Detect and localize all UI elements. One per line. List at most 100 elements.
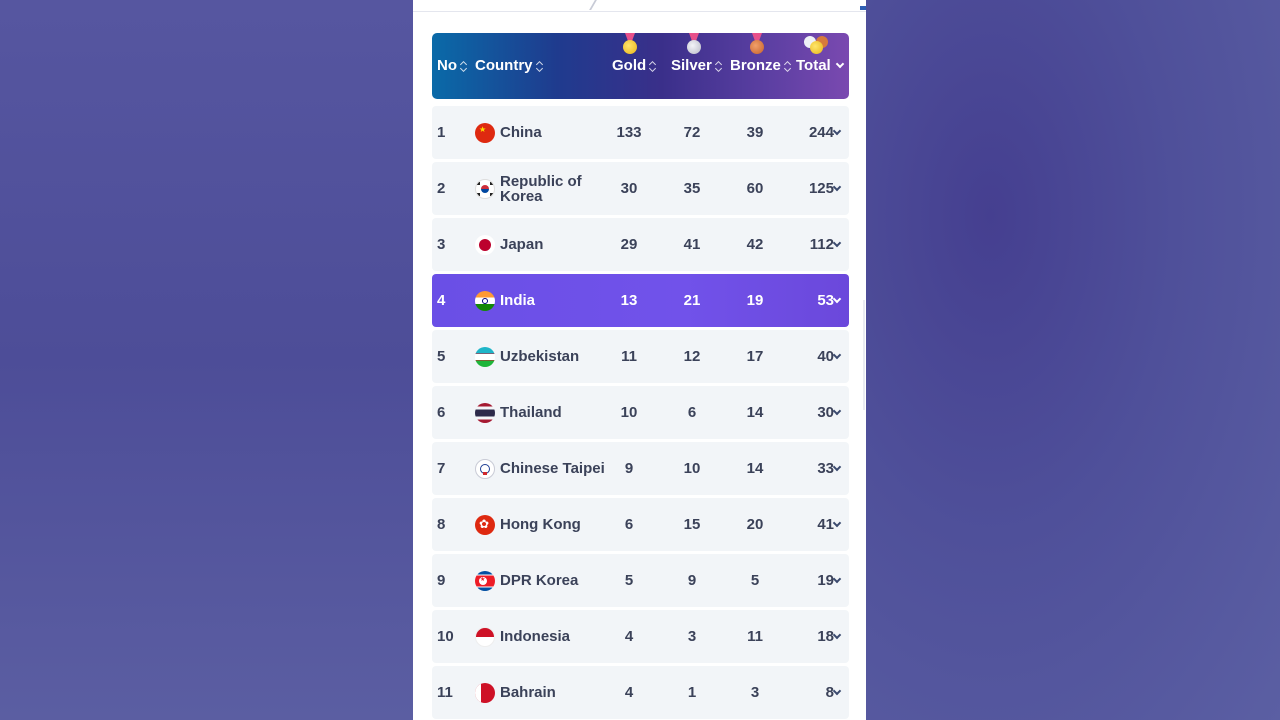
india-flag-icon xyxy=(475,274,495,327)
expand-row-button[interactable] xyxy=(830,442,844,495)
chinese-taipei-flag-icon xyxy=(475,442,495,495)
silver-count: 12 xyxy=(683,348,701,365)
bronze-count: 3 xyxy=(750,684,760,701)
gold-count: 29 xyxy=(620,236,638,253)
sort-by-no-button[interactable]: No xyxy=(437,57,468,74)
table-row[interactable]: 2 Republic of Korea 30 35 60 125 xyxy=(432,162,849,215)
medal-tally-panel: No Country Gold Silver xyxy=(413,0,866,720)
gold-count: 4 xyxy=(624,628,634,645)
expand-row-button[interactable] xyxy=(830,498,844,551)
silver-count: 72 xyxy=(683,124,701,141)
hong-kong-flag-icon: ✿ xyxy=(475,498,495,551)
indonesia-flag-icon xyxy=(475,610,495,663)
gold-count: 30 xyxy=(620,180,638,197)
bronze-count: 20 xyxy=(746,516,764,533)
gold-medal-icon xyxy=(622,33,638,55)
table-row[interactable]: 11 Bahrain 4 1 3 8 xyxy=(432,666,849,719)
chevron-down-icon xyxy=(835,59,844,68)
chevron-down-icon xyxy=(832,182,842,192)
bronze-medal-icon xyxy=(749,33,765,55)
rank: 4 xyxy=(437,292,446,309)
bronze-count: 60 xyxy=(746,180,764,197)
table-row[interactable]: 6 Thailand 10 6 14 30 xyxy=(432,386,849,439)
expand-row-button[interactable] xyxy=(830,330,844,383)
gold-count: 6 xyxy=(624,516,634,533)
chevron-down-icon xyxy=(832,686,842,696)
total-count: 125 xyxy=(808,180,834,197)
bronze-count: 11 xyxy=(747,628,763,645)
sort-by-gold-button[interactable]: Gold xyxy=(612,57,657,74)
bronze-count: 14 xyxy=(746,460,764,477)
country-name: China xyxy=(500,124,542,141)
expand-row-button[interactable] xyxy=(830,274,844,327)
table-row[interactable]: 8 ✿ Hong Kong 6 15 20 41 xyxy=(432,498,849,551)
rank: 3 xyxy=(437,236,446,253)
chevron-down-icon xyxy=(832,126,842,136)
gold-count: 5 xyxy=(624,572,634,589)
top-bar xyxy=(413,0,866,12)
china-flag-icon: ★ xyxy=(475,106,495,159)
country-name: Bahrain xyxy=(500,684,556,701)
chevron-down-icon xyxy=(832,518,842,528)
sort-by-bronze-button[interactable]: Bronze xyxy=(730,57,792,74)
bronze-count: 14 xyxy=(746,404,764,421)
table-row[interactable]: 3 Japan 29 41 42 112 xyxy=(432,218,849,271)
chevron-down-icon xyxy=(832,462,842,472)
table-row[interactable]: 9 ★ DPR Korea 5 9 5 19 xyxy=(432,554,849,607)
expand-row-button[interactable] xyxy=(830,666,844,719)
chevron-down-icon xyxy=(832,406,842,416)
sort-icon xyxy=(715,60,723,72)
expand-row-button[interactable] xyxy=(830,162,844,215)
silver-count: 15 xyxy=(683,516,701,533)
chevron-down-icon xyxy=(832,238,842,248)
total-count: 33 xyxy=(817,460,834,477)
sort-by-total-button[interactable]: Total xyxy=(796,57,844,74)
expand-row-button[interactable] xyxy=(830,554,844,607)
thailand-flag-icon xyxy=(475,386,495,439)
rank: 9 xyxy=(437,572,446,589)
rank: 7 xyxy=(437,460,446,477)
bronze-count: 39 xyxy=(746,124,764,141)
scrollbar[interactable] xyxy=(863,300,865,410)
sort-by-country-button[interactable]: Country xyxy=(475,57,544,74)
country-name: Thailand xyxy=(500,404,562,421)
uzbekistan-flag-icon xyxy=(475,330,495,383)
total-count: 112 xyxy=(809,236,834,253)
country-name: Chinese Taipei xyxy=(500,460,605,477)
total-count: 53 xyxy=(817,292,834,309)
country-name: Uzbekistan xyxy=(500,348,580,365)
silver-medal-icon xyxy=(686,33,702,55)
table-row-highlighted[interactable]: 4 India 13 21 19 53 xyxy=(432,274,849,327)
total-count: 18 xyxy=(817,628,834,645)
rank: 10 xyxy=(437,628,454,645)
silver-count: 41 xyxy=(683,236,701,253)
silver-count: 10 xyxy=(683,460,701,477)
expand-row-button[interactable] xyxy=(830,218,844,271)
bronze-count: 19 xyxy=(746,292,764,309)
rank: 5 xyxy=(437,348,446,365)
sort-icon xyxy=(649,60,657,72)
header-bronze: Bronze xyxy=(730,57,781,74)
gold-count: 11 xyxy=(621,348,637,365)
table-row[interactable]: 10 Indonesia 4 3 11 18 xyxy=(432,610,849,663)
rank: 2 xyxy=(437,180,446,197)
total-count: 244 xyxy=(808,124,834,141)
chevron-down-icon xyxy=(832,630,842,640)
expand-row-button[interactable] xyxy=(830,610,844,663)
chevron-down-icon xyxy=(832,574,842,584)
gold-count: 13 xyxy=(620,292,638,309)
table-row[interactable]: 5 Uzbekistan 11 12 17 40 xyxy=(432,330,849,383)
table-row[interactable]: 7 Chinese Taipei 9 10 14 33 xyxy=(432,442,849,495)
expand-row-button[interactable] xyxy=(830,106,844,159)
expand-row-button[interactable] xyxy=(830,386,844,439)
sort-by-silver-button[interactable]: Silver xyxy=(671,57,723,74)
country-name: DPR Korea xyxy=(500,572,579,589)
header-total: Total xyxy=(796,57,831,74)
silver-count: 35 xyxy=(683,180,701,197)
table-row[interactable]: 1 ★ China 133 72 39 244 xyxy=(432,106,849,159)
total-count: 8 xyxy=(825,684,834,701)
korea-flag-icon xyxy=(475,162,495,215)
sort-icon xyxy=(536,60,544,72)
bronze-count: 42 xyxy=(746,236,764,253)
sort-icon xyxy=(784,60,792,72)
